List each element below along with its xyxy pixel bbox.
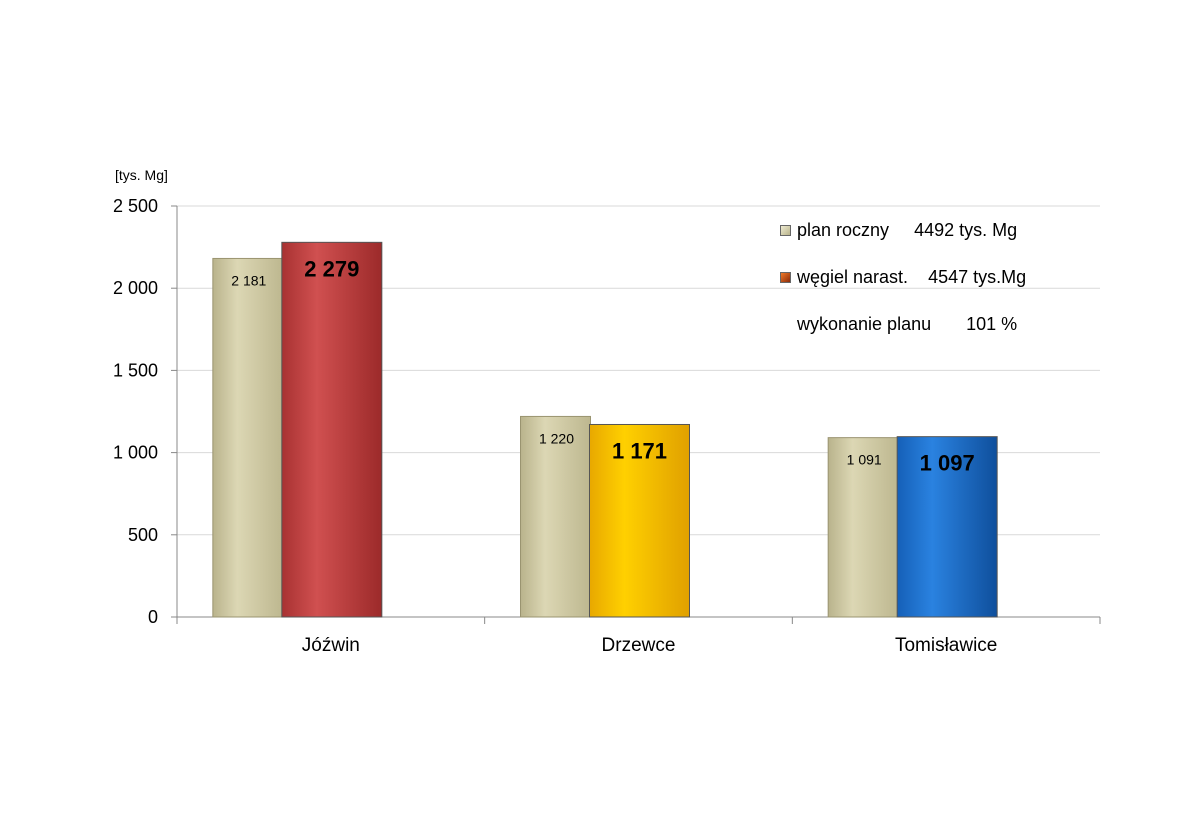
legend-item-plan: plan roczny 4492 tys. Mg (780, 207, 1026, 254)
y-tick-label: 0 (148, 607, 158, 627)
bar-plan-value-label: 2 181 (231, 272, 266, 288)
legend-exec-value: 101 % (966, 314, 1018, 334)
y-tick-label: 1 000 (113, 443, 158, 463)
legend-item-execution: wykonanie planu 101 % (780, 301, 1026, 348)
bar-plan (212, 257, 284, 618)
bar-actual-value-label: 1 171 (612, 438, 667, 463)
bars (212, 241, 998, 618)
y-tick-label: 2 000 (113, 278, 158, 298)
category-label: Tomisławice (895, 635, 997, 656)
bar-actual (896, 436, 998, 618)
y-tick-label: 1 500 (113, 360, 158, 380)
bar-actual (589, 423, 690, 618)
plan-swatch-icon (780, 225, 791, 236)
labels: 2 181 2 279 Jóźwin 1 220 1 171 Drzewce 1 091 1 … (231, 256, 997, 656)
legend-plan-value: 4492 tys. Mg (914, 220, 1018, 240)
category-label: Drzewce (602, 635, 676, 656)
legend-item-coal: węgiel narast. 4547 tys.Mg (780, 254, 1026, 301)
legend-exec-label: wykonanie planu (797, 314, 932, 334)
bar-actual-value-label: 1 097 (920, 451, 975, 476)
y-axis-unit-label: [tys. Mg] (115, 167, 168, 183)
coal-swatch-icon (780, 272, 791, 283)
legend-plan-label: plan roczny (797, 220, 890, 240)
bar-plan-value-label: 1 091 (847, 452, 882, 468)
category-label: Jóźwin (302, 635, 360, 656)
legend-coal-value: 4547 tys.Mg (928, 267, 1027, 287)
legend-coal-label: węgiel narast. (797, 267, 909, 287)
bar-plan (827, 437, 899, 618)
bar-plan (520, 415, 591, 618)
bar-actual-value-label: 2 279 (304, 256, 359, 281)
bar-actual (281, 241, 383, 618)
bar-plan-value-label: 1 220 (539, 430, 574, 446)
legend: plan roczny 4492 tys. Mg węgiel narast. … (780, 207, 1026, 348)
y-tick-label: 2 500 (113, 196, 158, 216)
y-tick-label: 500 (128, 525, 158, 545)
